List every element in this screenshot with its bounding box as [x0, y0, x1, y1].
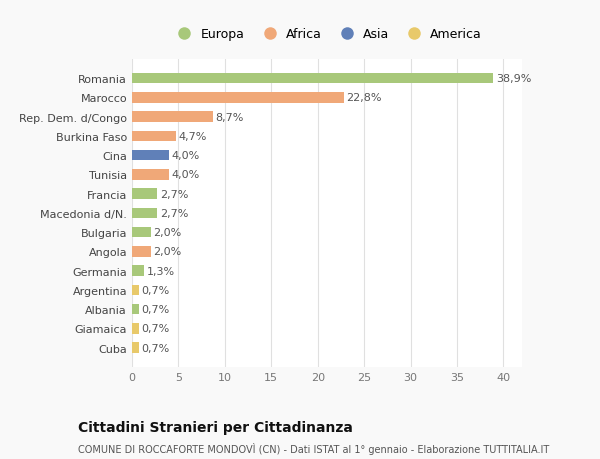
Text: COMUNE DI ROCCAFORTE MONDOVÌ (CN) - Dati ISTAT al 1° gennaio - Elaborazione TUTT: COMUNE DI ROCCAFORTE MONDOVÌ (CN) - Dati… — [78, 442, 549, 453]
Text: 2,7%: 2,7% — [160, 189, 188, 199]
Text: 8,7%: 8,7% — [215, 112, 244, 123]
Bar — [132, 304, 139, 315]
Text: 0,7%: 0,7% — [141, 343, 170, 353]
Bar — [132, 170, 169, 180]
Text: 4,0%: 4,0% — [172, 151, 200, 161]
Bar — [132, 112, 213, 123]
Bar — [132, 246, 151, 257]
Bar — [132, 266, 144, 276]
Text: 2,0%: 2,0% — [154, 228, 182, 238]
Legend: Europa, Africa, Asia, America: Europa, Africa, Asia, America — [169, 26, 485, 44]
Text: Cittadini Stranieri per Cittadinanza: Cittadini Stranieri per Cittadinanza — [78, 420, 353, 434]
Bar — [132, 227, 151, 238]
Bar — [132, 151, 169, 161]
Text: 0,7%: 0,7% — [141, 304, 170, 314]
Bar — [132, 343, 139, 353]
Bar — [132, 208, 157, 219]
Bar — [132, 189, 157, 200]
Bar — [132, 73, 493, 84]
Text: 22,8%: 22,8% — [347, 93, 382, 103]
Bar — [132, 131, 176, 142]
Text: 4,7%: 4,7% — [178, 132, 207, 141]
Bar — [132, 324, 139, 334]
Text: 2,0%: 2,0% — [154, 247, 182, 257]
Text: 38,9%: 38,9% — [496, 74, 532, 84]
Text: 4,0%: 4,0% — [172, 170, 200, 180]
Bar — [132, 285, 139, 296]
Text: 0,7%: 0,7% — [141, 324, 170, 334]
Text: 2,7%: 2,7% — [160, 208, 188, 218]
Text: 0,7%: 0,7% — [141, 285, 170, 295]
Bar — [132, 93, 344, 103]
Text: 1,3%: 1,3% — [147, 266, 175, 276]
